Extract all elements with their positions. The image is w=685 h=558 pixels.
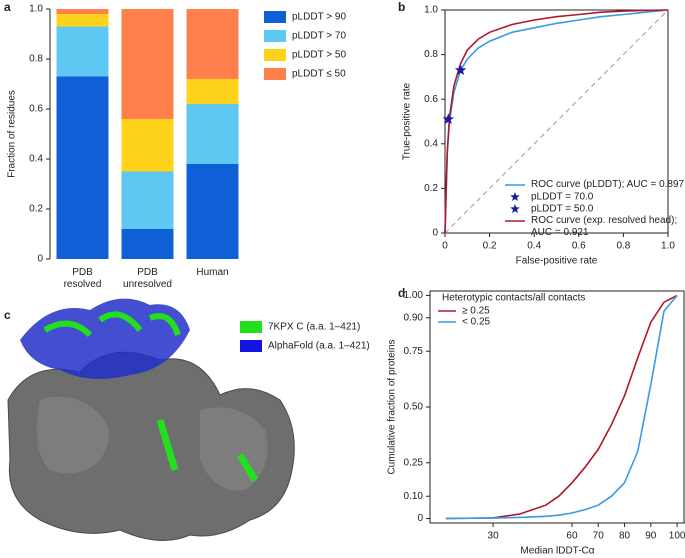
bar-segment [186, 164, 239, 259]
x-tick-label: PDB resolved [63, 267, 102, 290]
y-tick-label: 0.10 [404, 491, 424, 502]
y-tick-label: 0 [37, 254, 43, 265]
y-tick-label: 0.50 [404, 402, 424, 413]
x-tick-label: 70 [593, 531, 605, 542]
x-axis-label: Median lDDT-Cα [520, 546, 594, 557]
legend-label: pLDDT > 90 [292, 12, 346, 23]
y-tick-label: 0.2 [424, 183, 438, 194]
y-tick-label: 0.2 [29, 204, 43, 215]
legend-label: < 0.25 [462, 317, 491, 328]
legend-label: pLDDT > 50 [292, 50, 346, 61]
bar-segment [121, 229, 174, 259]
x-tick-label: 0.8 [616, 241, 630, 252]
legend-swatch [240, 321, 262, 333]
x-tick-label: 100 [669, 531, 685, 542]
legend-swatch [264, 11, 286, 23]
x-tick-label: 0.4 [527, 241, 541, 252]
x-tick-label: 30 [488, 531, 500, 542]
x-tick-label: 80 [619, 531, 631, 542]
helices [20, 298, 190, 379]
y-tick-label: 0 [417, 513, 423, 524]
bar-segment [121, 171, 174, 229]
panel-label: c [4, 308, 11, 322]
curve [445, 294, 678, 520]
curve [444, 9, 669, 234]
x-axis-label: False-positive rate [516, 256, 598, 267]
y-tick-label: 0.90 [404, 312, 424, 323]
legend-label: pLDDT = 50.0 [531, 204, 594, 215]
x-tick-label: 0.2 [483, 241, 497, 252]
bar-segment [186, 79, 239, 104]
x-tick-label: 0.6 [572, 241, 586, 252]
panel-label: b [398, 0, 405, 14]
diagonal [444, 9, 669, 234]
curve [445, 294, 678, 520]
legend-label: AlphaFold (a.a. 1–421) [268, 341, 370, 352]
legend-star [510, 204, 520, 213]
star-marker [454, 64, 467, 76]
bar-segment [56, 26, 109, 77]
y-tick-label: 0.4 [424, 138, 438, 149]
y-axis-label: Cumulative fraction of proteins [387, 339, 398, 474]
x-tick-label: PDB unresolved [123, 267, 172, 290]
x-tick-label: Human [196, 267, 229, 278]
legend-swatch [264, 49, 286, 61]
legend-swatch [264, 30, 286, 42]
y-tick-label: 0 [432, 228, 438, 239]
legend-label: pLDDT = 70.0 [531, 192, 594, 203]
bar-segment [56, 14, 109, 27]
legend-label: ROC curve (pLDDT); AUC = 0.897 [531, 179, 685, 190]
helix [156, 418, 259, 482]
bar-segment [56, 76, 109, 259]
y-tick-label: 0.4 [29, 154, 43, 165]
bar-segment [121, 9, 174, 119]
legend-swatch [240, 340, 262, 352]
legend-label: 7KPX C (a.a. 1–421) [268, 322, 360, 333]
surface-highlight [36, 396, 109, 474]
star-marker [442, 113, 455, 125]
legend-label: ROC curve (exp. resolved head); AUC = 0.… [531, 215, 678, 238]
x-tick-label: 90 [645, 531, 657, 542]
protein-structure [7, 298, 295, 541]
y-tick-label: 1.0 [424, 5, 438, 16]
legend-star [510, 192, 520, 201]
legend-label: pLDDT ≤ 50 [292, 69, 346, 80]
y-axis-label: Fraction of residues [7, 90, 18, 178]
bar-segment [56, 9, 109, 14]
y-tick-label: 1.00 [404, 290, 424, 301]
y-tick-label: 0.6 [424, 94, 438, 105]
legend-label: pLDDT > 70 [292, 31, 346, 42]
y-tick-label: 0.25 [404, 457, 424, 468]
bar-segment [186, 104, 239, 164]
panel-label: d [398, 286, 405, 300]
y-axis-label: True-positive rate [402, 82, 413, 160]
legend-swatch [264, 68, 286, 80]
x-tick-label: 1.0 [661, 241, 675, 252]
y-tick-label: 0.8 [29, 54, 43, 65]
bar-segment [121, 119, 174, 172]
y-tick-label: 0.8 [424, 49, 438, 60]
legend-title: Heterotypic contacts/all contacts [442, 293, 585, 304]
y-tick-label: 0.6 [29, 104, 43, 115]
y-tick-label: 1.0 [29, 4, 43, 15]
y-tick-label: 0.75 [404, 346, 424, 357]
x-tick-label: 0 [442, 241, 448, 252]
x-tick-label: 60 [566, 531, 578, 542]
helices-overlay [43, 311, 181, 338]
bar-segment [186, 9, 239, 79]
legend-label: ≥ 0.25 [462, 306, 490, 317]
panel-label: a [4, 0, 11, 14]
